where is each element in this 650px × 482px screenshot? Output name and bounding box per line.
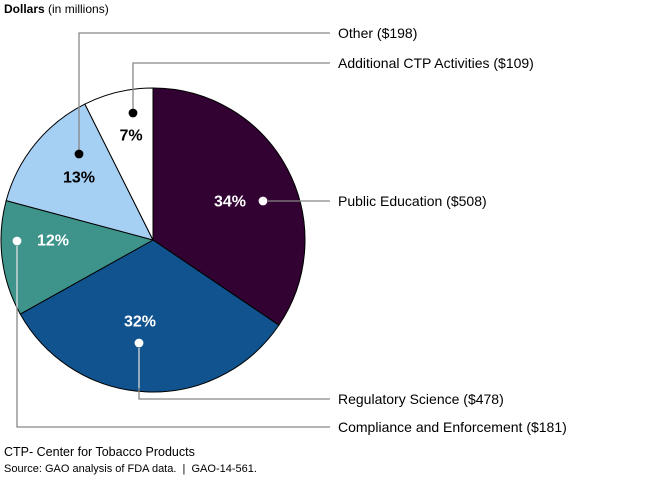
callout-label-compliance-and-enforcement: Compliance and Enforcement ($181) xyxy=(338,419,567,435)
leader-dot-public-education xyxy=(258,196,268,206)
callout-label-additional-ctp-activities: Additional CTP Activities ($109) xyxy=(338,55,534,71)
leader-dot-compliance-and-enforcement xyxy=(12,236,22,246)
pie-slice-other xyxy=(5,103,154,241)
leader-line-additional-ctp-activities xyxy=(132,62,330,113)
pie-slice-additional-ctp-activities xyxy=(84,87,154,241)
leader-line-other xyxy=(78,32,330,154)
chart-title: Dollars (in millions) xyxy=(4,2,109,16)
chart-title-rest: (in millions) xyxy=(44,2,109,16)
pct-label-public-education: 34% xyxy=(214,194,246,211)
source-line: Source: GAO analysis of FDA data. | GAO-… xyxy=(4,463,257,475)
callout-label-public-education: Public Education ($508) xyxy=(338,193,487,209)
pct-label-other: 13% xyxy=(63,170,95,187)
pct-label-compliance-and-enforcement: 12% xyxy=(37,233,69,250)
leader-line-compliance-and-enforcement xyxy=(16,307,330,428)
leader-dot-regulatory-science xyxy=(134,338,144,348)
chart-title-bold: Dollars xyxy=(4,2,45,16)
footnote-ctp-definition: CTP- Center for Tobacco Products xyxy=(4,445,195,459)
pie-slice-public-education xyxy=(152,87,306,326)
callout-label-other: Other ($198) xyxy=(338,25,418,41)
pct-label-additional-ctp-activities: 7% xyxy=(119,128,142,145)
leader-dot-other xyxy=(74,149,84,159)
pct-label-regulatory-science: 32% xyxy=(124,314,156,331)
callout-label-regulatory-science: Regulatory Science ($478) xyxy=(338,391,504,407)
leader-dot-additional-ctp-activities xyxy=(128,108,138,118)
pie-slice-regulatory-science xyxy=(19,239,280,393)
leader-line-regulatory-science xyxy=(138,388,330,400)
